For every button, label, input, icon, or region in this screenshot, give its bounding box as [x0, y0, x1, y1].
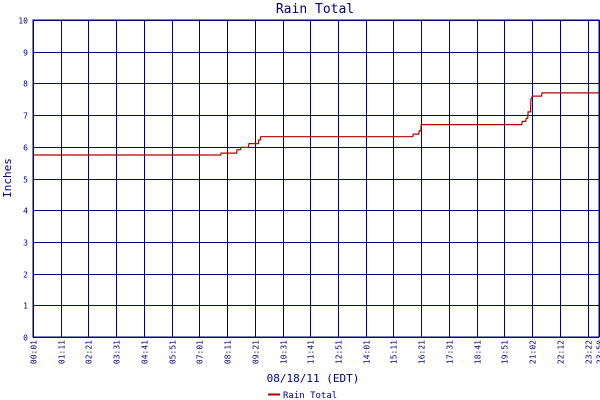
x-tick-label-13: 15:11 — [390, 340, 399, 364]
y-axis-label: Inches — [1, 158, 14, 198]
x-tick-label-10: 11:41 — [307, 340, 316, 364]
x-tick-label-15: 17:31 — [446, 340, 455, 364]
y-tick-label-3: 3 — [23, 239, 28, 248]
y-tick-label-10: 10 — [18, 17, 28, 26]
x-tick-label-9: 10:31 — [280, 340, 289, 364]
y-tick-label-9: 9 — [23, 49, 28, 58]
x-tick-label-3: 03:31 — [113, 340, 122, 364]
x-tick-label-7: 08:11 — [224, 340, 233, 364]
grid-lines — [33, 20, 600, 338]
legend: Rain Total — [268, 391, 337, 400]
y-tick-label-1: 1 — [23, 302, 28, 311]
x-tick-label-21: 23:50 — [596, 340, 600, 364]
x-tick-label-1: 01:11 — [58, 340, 67, 364]
x-tick-label-6: 07:01 — [196, 340, 205, 364]
x-axis-label: 08/18/11 (EDT) — [267, 372, 360, 385]
x-tick-label-14: 16:21 — [418, 340, 427, 364]
plot-area-frame — [32, 19, 600, 338]
x-tick-label-0: 00:01 — [30, 340, 39, 364]
y-tick-label-4: 4 — [23, 207, 28, 216]
legend-label-rain-total: Rain Total — [283, 391, 337, 400]
y-tick-label-6: 6 — [23, 144, 28, 153]
y-tick-label-0: 0 — [23, 334, 28, 343]
series-lines — [33, 92, 599, 156]
x-tick-label-20: 23:22 — [585, 340, 594, 364]
x-tick-label-12: 14:01 — [363, 340, 372, 364]
x-tick-label-17: 19:51 — [501, 340, 510, 364]
x-tick-label-11: 12:51 — [335, 340, 344, 364]
x-tick-label-2: 02:21 — [85, 340, 94, 364]
x-tick-label-18: 21:02 — [529, 340, 538, 364]
x-tick-label-19: 22:12 — [557, 340, 566, 364]
y-tick-label-2: 2 — [23, 271, 28, 280]
chart-title: Rain Total — [276, 2, 354, 17]
y-tick-label-8: 8 — [23, 80, 28, 89]
y-tick-label-5: 5 — [23, 176, 28, 185]
x-tick-label-8: 09:21 — [252, 340, 261, 364]
x-tick-label-4: 04:41 — [141, 340, 150, 364]
tick-labels: 0 1 2 3 4 5 6 7 8 9 10 00:01 01:11 02:21 03:31 04:41 05:… — [18, 17, 600, 365]
x-tick-label-5: 05:51 — [169, 340, 178, 364]
x-tick-label-16: 18:41 — [474, 340, 483, 364]
y-tick-label-7: 7 — [23, 112, 28, 121]
series-line-rain-total — [33, 92, 599, 156]
